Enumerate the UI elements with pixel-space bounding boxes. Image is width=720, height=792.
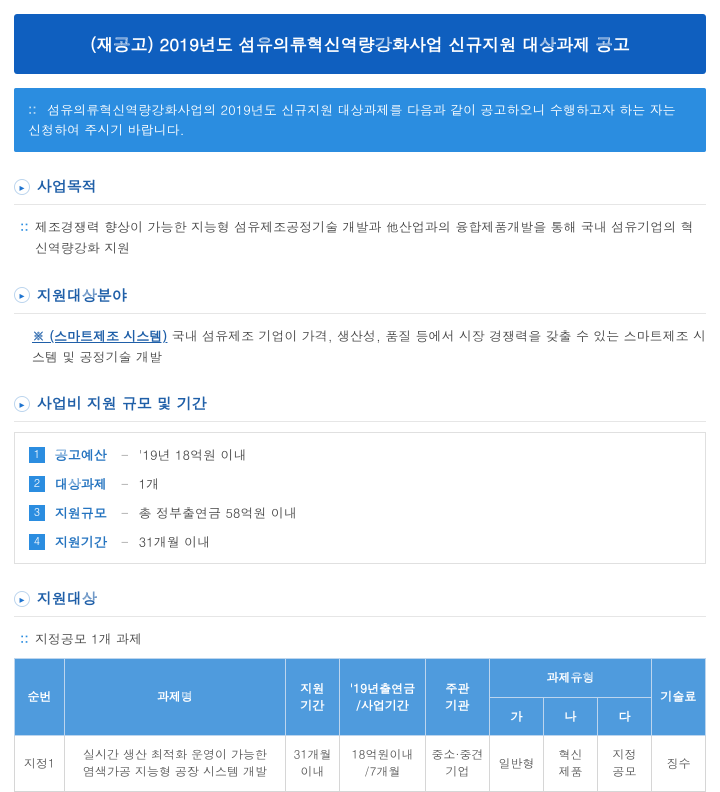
th-org: 주관 기관 bbox=[426, 659, 490, 736]
cell-period: 31개월 이내 bbox=[286, 736, 340, 792]
th-g1: 가 bbox=[490, 697, 544, 735]
budget-row: 4 지원기간 - 31개월 이내 bbox=[29, 532, 691, 551]
th-period: 지원 기간 bbox=[286, 659, 340, 736]
cell-org: 중소·중견 기업 bbox=[426, 736, 490, 792]
chevron-icon: ▸ bbox=[14, 287, 30, 303]
th-fund: '19년출연금 /사업기간 bbox=[340, 659, 426, 736]
notice-text: 섬유의류혁신역량강화사업의 2019년도 신규지원 대상과제를 다음과 같이 공… bbox=[28, 100, 676, 139]
bullet-icon: :: bbox=[20, 629, 29, 650]
purpose-text: 제조경쟁력 향상이 가능한 지능형 섬유제조공정기술 개발과 他산업과의 융합제… bbox=[35, 217, 706, 259]
th-fee: 기술료 bbox=[652, 659, 706, 736]
separator: - bbox=[121, 532, 129, 551]
th-g2: 나 bbox=[544, 697, 598, 735]
budget-value: 총 정부출연금 58억원 이내 bbox=[139, 503, 297, 522]
chevron-icon: ▸ bbox=[14, 591, 30, 607]
budget-label: 지원규모 bbox=[55, 503, 111, 522]
notice-banner: 섬유의류혁신역량강화사업의 2019년도 신규지원 대상과제를 다음과 같이 공… bbox=[14, 88, 706, 152]
budget-label: 공고예산 bbox=[55, 445, 111, 464]
cell-fund: 18억원이내 /7개월 bbox=[340, 736, 426, 792]
th-group: 과제유형 bbox=[490, 659, 652, 697]
page-title: (재공고) 2019년도 섬유의류혁신역량강화사업 신규지원 대상과제 공고 bbox=[14, 14, 706, 74]
section-budget: ▸ 사업비 지원 규모 및 기간 1 공고예산 - '19년 18억원 이내 2… bbox=[14, 393, 706, 564]
budget-value: '19년 18억원 이내 bbox=[139, 445, 247, 464]
bullet-icon: :: bbox=[20, 217, 29, 259]
number-badge: 3 bbox=[29, 505, 45, 521]
budget-value: 1개 bbox=[139, 474, 160, 493]
separator: - bbox=[121, 474, 129, 493]
section-title: 사업목적 bbox=[37, 176, 97, 197]
budget-box: 1 공고예산 - '19년 18억원 이내 2 대상과제 - 1개 3 지원규모… bbox=[14, 432, 706, 564]
budget-row: 3 지원규모 - 총 정부출연금 58억원 이내 bbox=[29, 503, 691, 522]
chevron-icon: ▸ bbox=[14, 396, 30, 412]
budget-value: 31개월 이내 bbox=[139, 532, 211, 551]
separator: - bbox=[121, 503, 129, 522]
section-field: ▸ 지원대상분야 ※ (스마트제조 시스템) 국내 섬유제조 기업이 가격, 생… bbox=[14, 285, 706, 370]
field-label: ※ (스마트제조 시스템) bbox=[32, 326, 167, 345]
number-badge: 4 bbox=[29, 534, 45, 550]
section-title: 사업비 지원 규모 및 기간 bbox=[37, 393, 207, 414]
target-sub: 지정공모 1개 과제 bbox=[35, 629, 142, 650]
section-target: ▸ 지원대상 :: 지정공모 1개 과제 순번 과제명 지원 기간 '19년출연… bbox=[14, 588, 706, 791]
section-title: 지원대상분야 bbox=[37, 285, 127, 306]
section-purpose: ▸ 사업목적 :: 제조경쟁력 향상이 가능한 지능형 섬유제조공정기술 개발과… bbox=[14, 176, 706, 261]
budget-row: 1 공고예산 - '19년 18억원 이내 bbox=[29, 445, 691, 464]
cell-g1: 일반형 bbox=[490, 736, 544, 792]
cell-g3: 지정 공모 bbox=[598, 736, 652, 792]
th-g3: 다 bbox=[598, 697, 652, 735]
cell-no: 지정1 bbox=[15, 736, 65, 792]
budget-label: 지원기간 bbox=[55, 532, 111, 551]
table-row: 지정1 실시간 생산 최적화 운영이 가능한 염색가공 지능형 공장 시스템 개… bbox=[15, 736, 706, 792]
th-name: 과제명 bbox=[65, 659, 286, 736]
cell-name: 실시간 생산 최적화 운영이 가능한 염색가공 지능형 공장 시스템 개발 bbox=[65, 736, 286, 792]
budget-row: 2 대상과제 - 1개 bbox=[29, 474, 691, 493]
number-badge: 2 bbox=[29, 476, 45, 492]
budget-label: 대상과제 bbox=[55, 474, 111, 493]
separator: - bbox=[121, 445, 129, 464]
section-title: 지원대상 bbox=[37, 588, 97, 609]
cell-g2: 혁신 제품 bbox=[544, 736, 598, 792]
chevron-icon: ▸ bbox=[14, 179, 30, 195]
th-no: 순번 bbox=[15, 659, 65, 736]
number-badge: 1 bbox=[29, 447, 45, 463]
target-table: 순번 과제명 지원 기간 '19년출연금 /사업기간 주관 기관 과제유형 기술… bbox=[14, 658, 706, 792]
cell-fee: 징수 bbox=[652, 736, 706, 792]
